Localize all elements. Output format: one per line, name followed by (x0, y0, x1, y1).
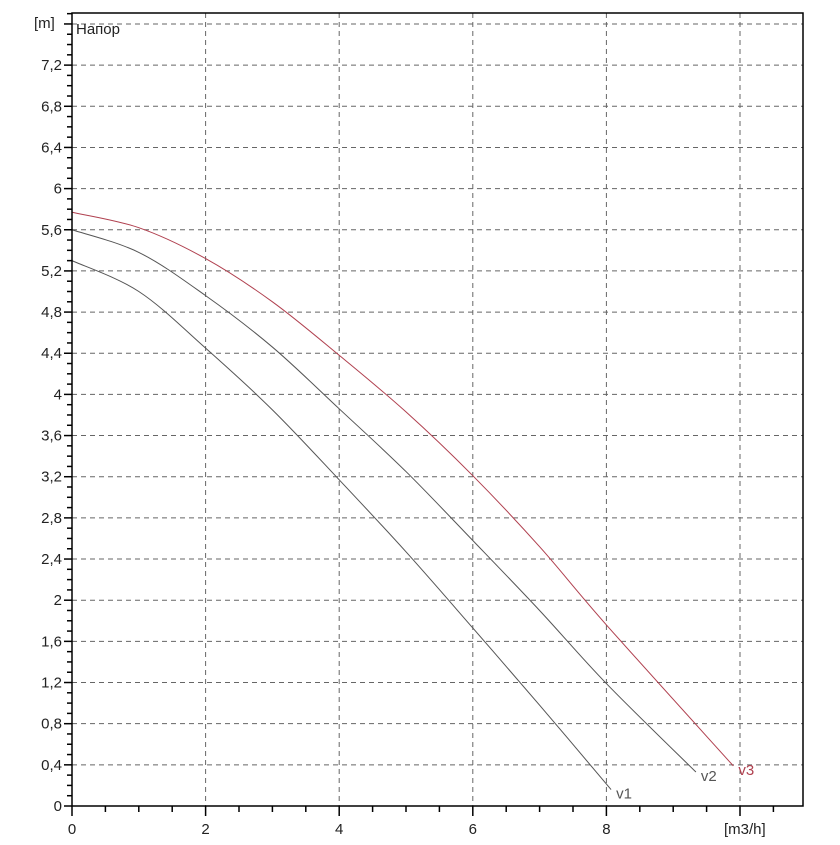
y-tick-label: 2,8 (41, 510, 62, 527)
series-group: v1 v2 v3 (71, 211, 754, 803)
y-tick-label: 1,2 (41, 675, 62, 692)
y-tick-label: 5,6 (41, 222, 62, 239)
y-tick-label: 3,2 (41, 469, 62, 486)
x-axis-label: [m3/h] (724, 821, 766, 838)
y-tick-label: 6,8 (41, 98, 62, 115)
y-tick-label: 1,6 (41, 633, 62, 650)
x-tick-label: 8 (602, 821, 610, 838)
y-tick-label: 0,4 (41, 757, 62, 774)
y-tick-label: 0 (54, 798, 62, 815)
axis-ticks: 0 0,4 0,8 1,2 1,6 2 2,4 2,8 3,2 3,6 4 4,4 4,8 5,2 5,6 6… (41, 12, 775, 838)
y-tick-label: 6,4 (41, 139, 62, 156)
x-tick-label: 0 (68, 821, 76, 838)
y-tick-label: 4 (54, 386, 62, 403)
series-line-v1 (71, 260, 612, 790)
series-line-v2 (71, 229, 697, 773)
grid (72, 13, 803, 806)
y-tick-label: 5,2 (41, 263, 62, 280)
y-tick-label: 0,8 (41, 716, 62, 733)
chart-title: Напор (76, 21, 120, 38)
y-axis-label: [m] (34, 15, 55, 32)
y-tick-label: 4,4 (41, 345, 62, 362)
x-tick-label: 2 (201, 821, 209, 838)
y-tick-label: 7,2 (41, 57, 62, 74)
series-label-v3: v3 (738, 762, 754, 779)
y-tick-label: 2 (54, 592, 62, 609)
series-label-v1: v1 (616, 786, 632, 803)
y-tick-label: 2,4 (41, 551, 62, 568)
y-tick-label: 3,6 (41, 428, 62, 445)
series-label-v2: v2 (701, 768, 717, 785)
plot-frame (71, 12, 804, 807)
y-tick-label: 4,8 (41, 304, 62, 321)
series-line-v3 (71, 211, 734, 767)
x-tick-label: 6 (469, 821, 477, 838)
x-tick-label: 4 (335, 821, 343, 838)
y-tick-label: 6 (54, 181, 62, 198)
